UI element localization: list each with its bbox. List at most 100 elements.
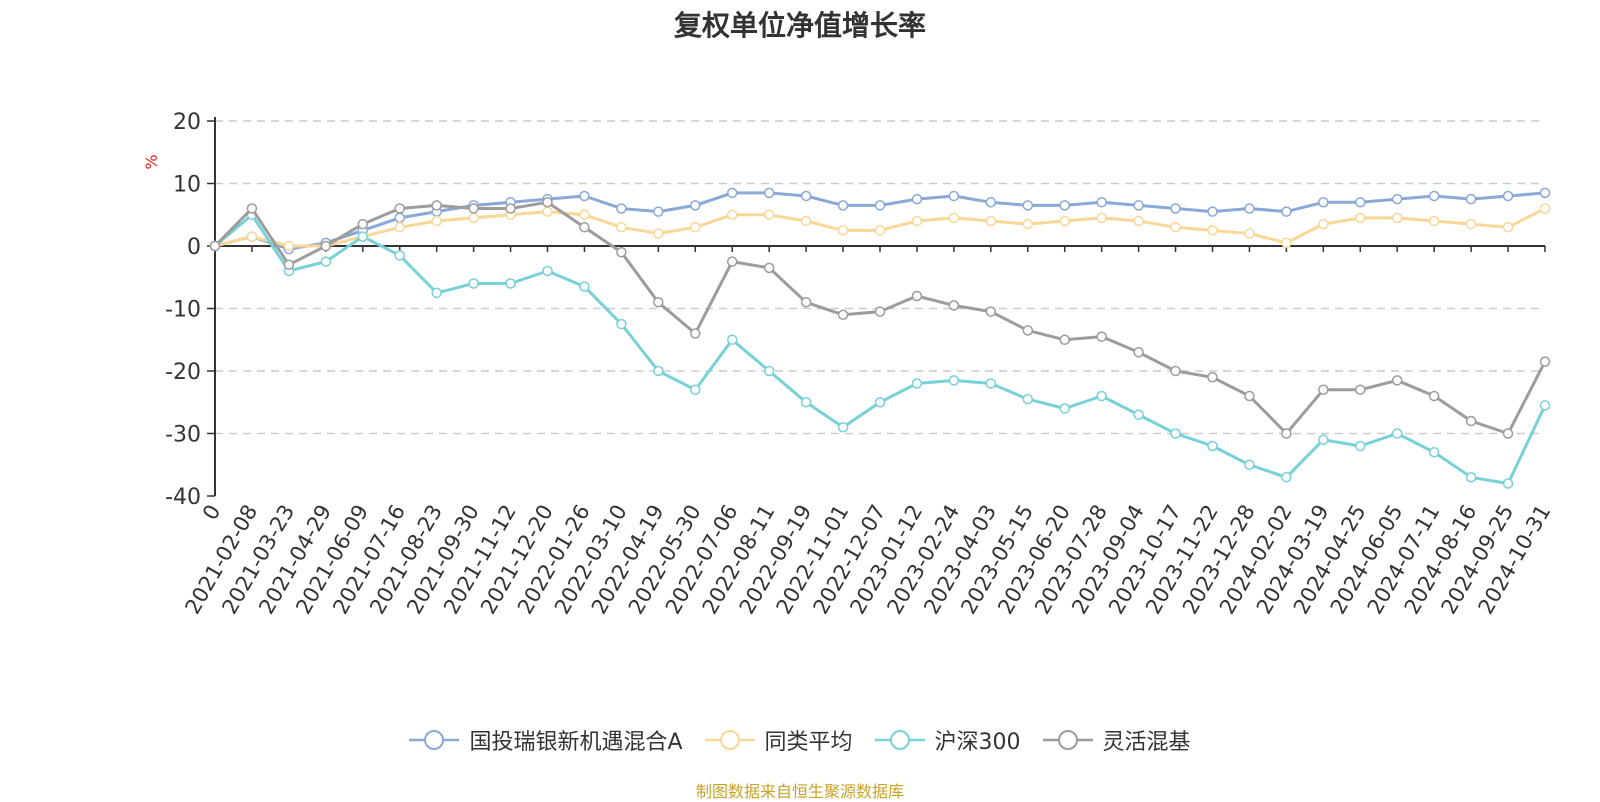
series-3-point — [691, 385, 700, 394]
series-1-point — [1208, 207, 1217, 216]
series-3-point — [912, 379, 921, 388]
legend-item-4[interactable]: 灵活混基 — [1043, 724, 1191, 756]
legend-item-3[interactable]: 沪深300 — [875, 724, 1021, 756]
series-1-point — [1393, 195, 1402, 204]
series-1-point — [986, 198, 995, 207]
y-tick-label: -40 — [165, 485, 201, 510]
series-3-point — [1430, 448, 1439, 457]
series-2-point — [912, 217, 921, 226]
legend-label: 同类平均 — [765, 724, 853, 756]
series-2-point — [691, 223, 700, 232]
legend-item-2[interactable]: 同类平均 — [705, 724, 853, 756]
legend-swatch-icon — [1043, 729, 1093, 751]
y-axis-unit-label: % — [142, 154, 161, 169]
series-1-point — [765, 188, 774, 197]
series-1-point — [1467, 195, 1476, 204]
series-3-point — [617, 320, 626, 329]
legend-item-1[interactable]: 国投瑞银新机遇混合A — [409, 724, 682, 756]
series-1-point — [654, 207, 663, 216]
series-3-point — [1134, 410, 1143, 419]
series-1-point — [1541, 188, 1550, 197]
series-4-point — [986, 307, 995, 316]
series-3-point — [1208, 442, 1217, 451]
series-4-point — [211, 242, 220, 251]
series-2-point — [1541, 204, 1550, 213]
series-3-point — [432, 288, 441, 297]
series-4-point — [617, 248, 626, 257]
series-2-point — [728, 210, 737, 219]
series-1-point — [949, 192, 958, 201]
series-4-point — [1023, 326, 1032, 335]
x-tick-label: 0 — [198, 501, 225, 525]
series-4-point — [432, 201, 441, 210]
series-1-point — [728, 188, 737, 197]
series-2-point — [1430, 217, 1439, 226]
series-2-point — [580, 210, 589, 219]
series-2-point — [1097, 213, 1106, 222]
series-3-point — [802, 398, 811, 407]
series-4-point — [247, 204, 256, 213]
series-2-point — [839, 226, 848, 235]
series-3-point — [469, 279, 478, 288]
series-4-point — [765, 263, 774, 272]
series-4-point — [284, 260, 293, 269]
series-1-point — [395, 213, 404, 222]
series-2-point — [765, 210, 774, 219]
series-3-point — [654, 367, 663, 376]
series-2-point — [1245, 229, 1254, 238]
series-1-point — [1134, 201, 1143, 210]
series-2-point — [432, 217, 441, 226]
series-1-point — [1430, 192, 1439, 201]
series-4-point — [506, 204, 515, 213]
series-3-point — [1023, 395, 1032, 404]
series-3-point — [986, 379, 995, 388]
series-1-point — [1023, 201, 1032, 210]
series-3-point — [876, 398, 885, 407]
series-2-point — [1060, 217, 1069, 226]
series-2-point — [1171, 223, 1180, 232]
series-4-point — [1319, 385, 1328, 394]
series-1-point — [1171, 204, 1180, 213]
series-3-point — [1467, 473, 1476, 482]
series-1-point — [1504, 192, 1513, 201]
series-4-point — [654, 298, 663, 307]
series-2-point — [1023, 220, 1032, 229]
series-3-point — [1356, 442, 1365, 451]
series-1-point — [691, 201, 700, 210]
y-tick-label: -20 — [165, 360, 201, 385]
series-1-point — [839, 201, 848, 210]
y-tick-label: -30 — [165, 423, 201, 448]
series-1-point — [1245, 204, 1254, 213]
series-3-point — [580, 282, 589, 291]
series-4-point — [1171, 367, 1180, 376]
series-2-point — [1208, 226, 1217, 235]
series-2-point — [1134, 217, 1143, 226]
series-4-point — [949, 301, 958, 310]
series-1-point — [1356, 198, 1365, 207]
series-4-point — [580, 223, 589, 232]
series-4-point — [728, 257, 737, 266]
series-4-point — [1356, 385, 1365, 394]
series-4-point — [1282, 429, 1291, 438]
series-line-3 — [215, 215, 1545, 484]
series-3-point — [1319, 435, 1328, 444]
series-3-point — [839, 423, 848, 432]
chart-legend: 国投瑞银新机遇混合A 同类平均 沪深300 灵活混基 — [0, 722, 1600, 758]
series-3-point — [1504, 479, 1513, 488]
series-4-point — [1134, 348, 1143, 357]
series-2-point — [543, 207, 552, 216]
series-3-point — [949, 376, 958, 385]
series-4-point — [1393, 376, 1402, 385]
series-2-point — [247, 232, 256, 241]
series-2-point — [1282, 238, 1291, 247]
y-tick-label: 0 — [187, 235, 201, 260]
series-1-point — [1097, 198, 1106, 207]
series-1-point — [912, 195, 921, 204]
series-2-point — [949, 213, 958, 222]
y-tick-label: -10 — [165, 298, 201, 323]
series-4-point — [1060, 335, 1069, 344]
series-4-point — [1097, 332, 1106, 341]
series-2-point — [395, 223, 404, 232]
source-note: 制图数据来自恒生聚源数据库 — [0, 778, 1600, 802]
y-tick-label: 10 — [173, 173, 201, 198]
